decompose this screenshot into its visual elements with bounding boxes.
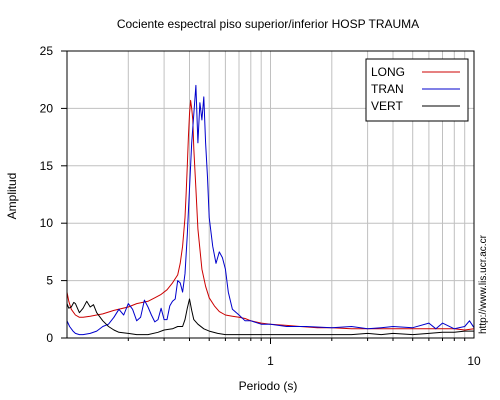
- source-url: http://www.lis.ucr.ac.cr: [478, 234, 489, 334]
- y-axis-label: Amplitud: [5, 173, 19, 220]
- series-line-vert: [66, 298, 474, 336]
- x-axis-label: Periodo (s): [239, 379, 298, 393]
- legend-box: [365, 58, 469, 122]
- series-lines: [66, 84, 475, 336]
- legend-label-tran: TRAN: [371, 82, 404, 96]
- y-tick-label: 25: [40, 44, 54, 58]
- series-line-tran: [66, 84, 475, 336]
- y-tick-label: 15: [40, 159, 54, 173]
- legend-label-vert: VERT: [371, 99, 403, 113]
- axis-ticks: 0 5 10 15 20 25 1 10: [40, 44, 481, 368]
- y-tick-label: 20: [40, 101, 54, 115]
- legend-label-long: LONG: [371, 65, 405, 79]
- grid-lines: [67, 51, 474, 338]
- y-tick-label: 10: [40, 216, 54, 230]
- x-tick-label: 1: [267, 354, 274, 368]
- legend: LONG TRAN VERT: [365, 58, 469, 122]
- chart-title: Cociente espectral piso superior/inferio…: [117, 17, 419, 31]
- x-tick-label: 10: [467, 354, 481, 368]
- y-tick-label: 5: [46, 274, 53, 288]
- y-tick-label: 0: [46, 331, 53, 345]
